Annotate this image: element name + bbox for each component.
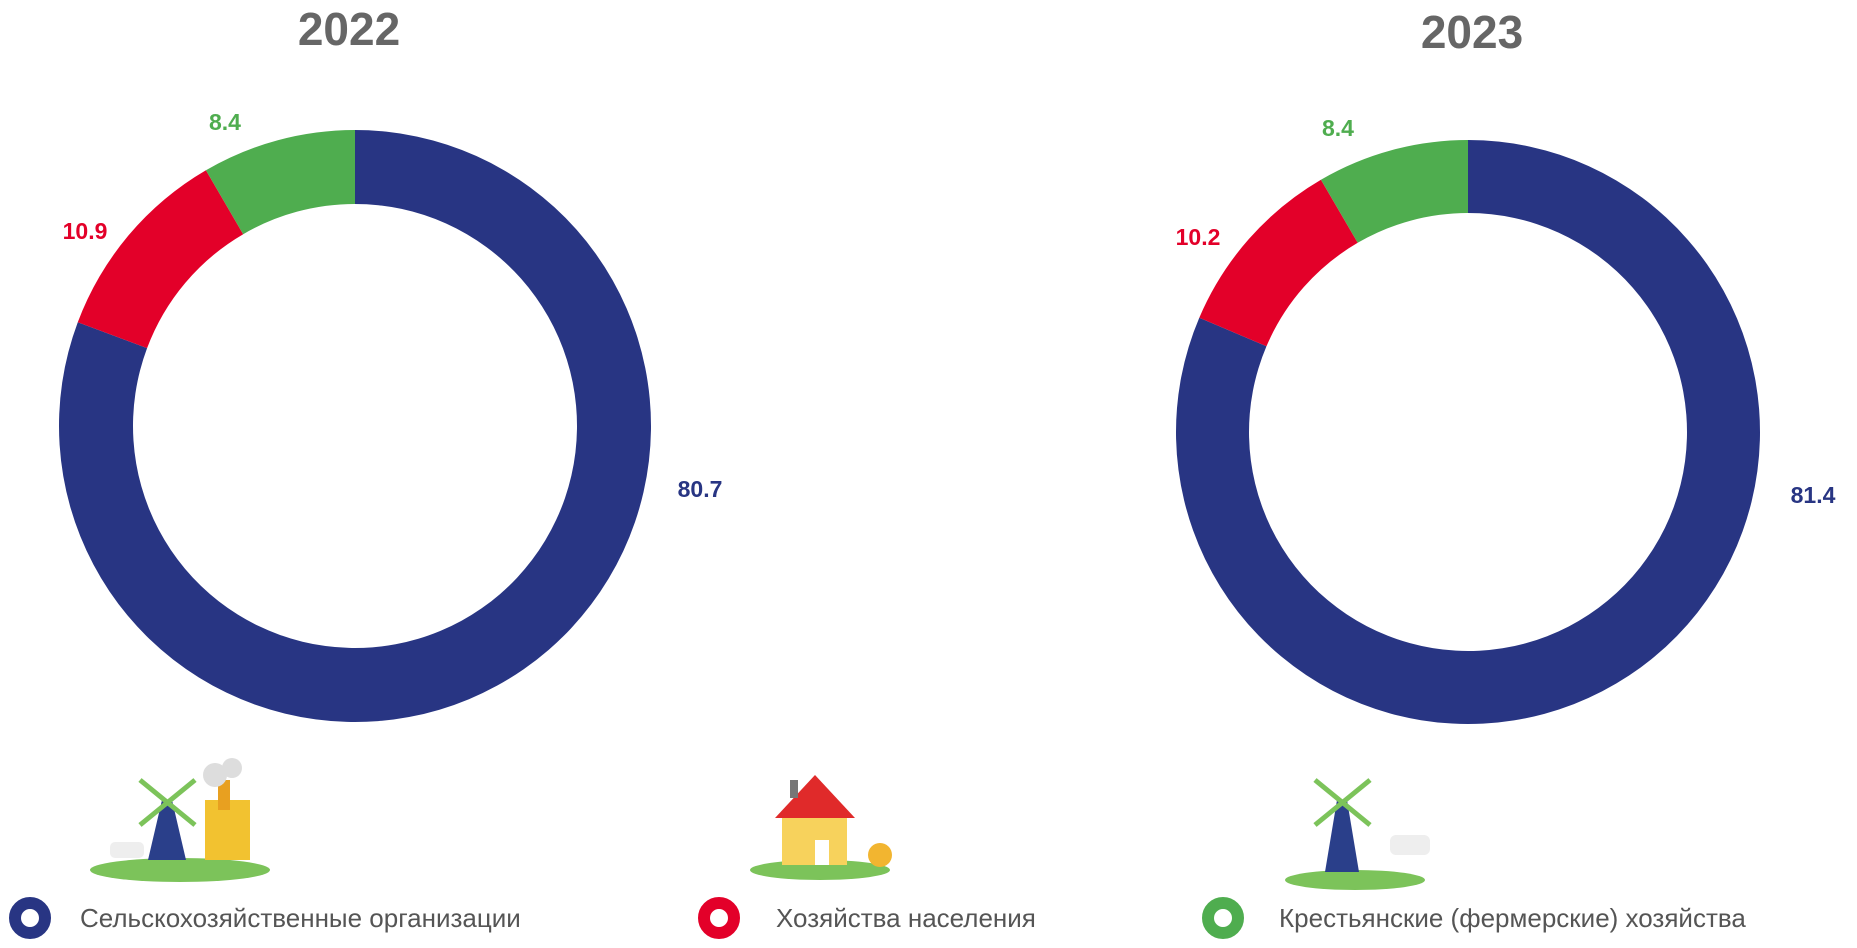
legend-label: Сельскохозяйственные организации	[80, 903, 521, 933]
value-label: 10.2	[1176, 224, 1221, 250]
value-label: 80.7	[678, 476, 723, 502]
chart: 2022 2023 80.7 10.9 8.4 81.4 10.2 8.4 Сельскох…	[0, 0, 1857, 948]
donut-segment	[1199, 180, 1357, 347]
value-label: 10.9	[63, 218, 108, 244]
chart-title: 2022	[298, 3, 400, 55]
legend-marker	[704, 903, 734, 933]
value-label: 8.4	[1322, 115, 1354, 141]
legend-label: Хозяйства населения	[776, 903, 1036, 933]
legend-marker	[1208, 903, 1238, 933]
legend-marker	[15, 903, 45, 933]
chart-title: 2023	[1421, 6, 1523, 58]
icon-farm	[90, 758, 270, 882]
icon-house	[750, 775, 892, 880]
value-label: 81.4	[1791, 482, 1836, 508]
icon-farmer	[1285, 780, 1430, 890]
value-label: 8.4	[209, 109, 241, 135]
donut-segment	[78, 170, 243, 348]
legend-label: Крестьянские (фермерские) хозяйства	[1279, 903, 1746, 933]
